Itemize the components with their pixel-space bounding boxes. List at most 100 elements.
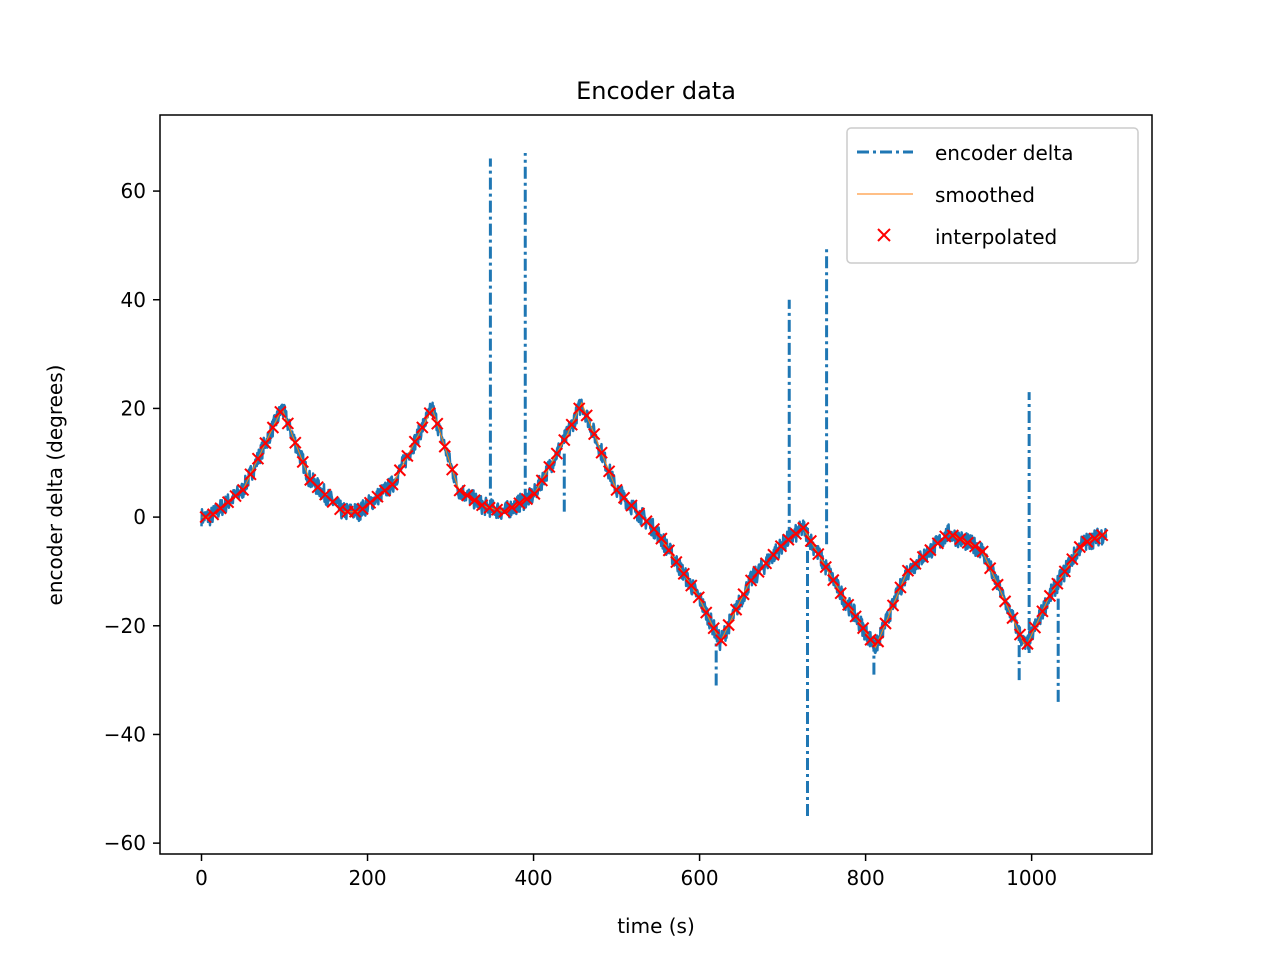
- y-axis-label: encoder delta (degrees): [43, 365, 67, 606]
- interpolated-point-70: [722, 618, 735, 632]
- interpolated-point-110: [1021, 637, 1034, 651]
- y-tick-label-3: 0: [133, 505, 146, 529]
- legend-label-interpolated: interpolated: [935, 225, 1057, 249]
- interpolated-point-53: [595, 446, 608, 459]
- y-tick-label-1: 40: [121, 288, 146, 312]
- interpolated-point-107: [998, 595, 1012, 608]
- x-tick-label-2: 400: [514, 866, 552, 890]
- interpolated-point-40: [498, 505, 511, 518]
- interpolated-point-68: [707, 621, 720, 635]
- interpolated-point-69: [714, 634, 728, 647]
- interpolated-point-92: [886, 599, 900, 612]
- interpolated-point-115: [1058, 565, 1072, 578]
- plot-data: [199, 153, 1109, 816]
- interpolated-point-62: [662, 544, 676, 557]
- interpolated-point-83: [819, 560, 832, 574]
- interpolated-point-78: [782, 533, 795, 546]
- interpolated-point-109: [1013, 628, 1027, 641]
- interpolated-point-118: [1081, 535, 1094, 548]
- interpolated-point-84: [827, 573, 840, 587]
- interpolated-point-10: [274, 405, 287, 419]
- interpolated-point-82: [812, 547, 825, 561]
- interpolated-point-18: [333, 503, 347, 516]
- chart-title: Encoder data: [576, 77, 736, 105]
- legend-label-encoder-delta: encoder delta: [935, 141, 1073, 165]
- interpolated-point-85: [834, 586, 847, 600]
- interpolated-point-79: [789, 527, 803, 541]
- y-tick-label-4: −20: [104, 614, 146, 638]
- interpolated-point-101: [954, 532, 967, 546]
- legend-box: [846, 127, 1139, 264]
- plot-frame: [159, 114, 1153, 855]
- interpolated-point-54: [602, 465, 616, 478]
- interpolated-point-31: [431, 417, 444, 430]
- interpolated-point-32: [438, 440, 451, 453]
- interpolated-point-35: [460, 489, 474, 502]
- x-tick-label-4: 800: [847, 866, 885, 890]
- interpolated-point-65: [685, 579, 698, 592]
- interpolated-point-108: [1006, 611, 1019, 625]
- x-axis: 0 200 400 600 800 1000: [195, 854, 1057, 890]
- interpolated-point-89: [864, 633, 877, 646]
- interpolated-point-36: [468, 494, 481, 507]
- y-tick-label-6: −60: [104, 831, 146, 855]
- interpolated-point-46: [543, 460, 556, 474]
- interpolated-point-71: [729, 603, 743, 616]
- interpolated-point-43: [520, 492, 534, 506]
- interpolated-point-13: [296, 455, 309, 469]
- interpolated-point-90: [871, 635, 885, 648]
- interpolated-point-72: [737, 588, 750, 601]
- interpolated-point-100: [946, 529, 959, 542]
- interpolated-point-9: [266, 421, 280, 434]
- interpolated-point-37: [475, 498, 489, 512]
- legend-swatch-interpolated: [877, 228, 891, 242]
- interpolated-point-114: [1051, 577, 1064, 590]
- interpolated-point-12: [289, 436, 302, 449]
- interpolated-point-120: [1095, 529, 1109, 542]
- interpolated-point-91: [879, 617, 892, 630]
- interpolated-point-61: [655, 532, 668, 545]
- interpolated-point-116: [1066, 553, 1079, 566]
- interpolated-point-33: [445, 463, 459, 476]
- interpolated-point-28: [408, 435, 422, 448]
- interpolated-point-48: [558, 433, 571, 447]
- interpolated-point-26: [393, 464, 407, 477]
- interpolated-point-67: [700, 606, 713, 619]
- interpolated-point-0: [199, 510, 212, 524]
- interpolated-point-41: [505, 501, 519, 514]
- interpolated-point-47: [550, 447, 564, 460]
- interpolated-point-119: [1088, 532, 1101, 545]
- legend-label-smoothed: smoothed: [935, 183, 1035, 207]
- interpolated-point-66: [692, 591, 705, 604]
- interpolated-point-51: [580, 409, 593, 422]
- interpolated-point-44: [528, 487, 541, 501]
- interpolated-point-25: [386, 478, 399, 491]
- interpolated-point-27: [401, 449, 414, 463]
- interpolated-point-93: [894, 581, 907, 594]
- interpolated-point-29: [416, 421, 429, 434]
- interpolated-point-39: [490, 503, 504, 516]
- interpolated-point-8: [259, 436, 272, 450]
- y-axis: 60 40 20 0 −20 −40 −60: [104, 179, 160, 855]
- x-axis-label: time (s): [617, 914, 695, 938]
- x-tick-label-5: 1000: [1006, 866, 1057, 890]
- y-tick-label-0: 60: [121, 179, 146, 203]
- interpolated-point-111: [1028, 621, 1042, 634]
- interpolated-point-104: [976, 545, 989, 558]
- interpolated-point-106: [991, 578, 1004, 591]
- x-tick-label-3: 600: [680, 866, 718, 890]
- y-tick-label-5: −40: [104, 722, 146, 746]
- interpolated-point-64: [677, 567, 691, 581]
- interpolated-point-88: [856, 621, 870, 635]
- interpolated-point-112: [1036, 605, 1049, 618]
- interpolated-point-52: [587, 427, 601, 441]
- interpolated-point-7: [251, 452, 265, 465]
- interpolated-point-81: [804, 534, 818, 548]
- x-tick-label-0: 0: [195, 866, 208, 890]
- interpolated-point-117: [1073, 540, 1086, 554]
- interpolated-point-60: [647, 522, 661, 536]
- interpolated-point-80: [797, 521, 810, 535]
- interpolated-point-34: [453, 484, 466, 497]
- interpolated-point-45: [535, 474, 549, 487]
